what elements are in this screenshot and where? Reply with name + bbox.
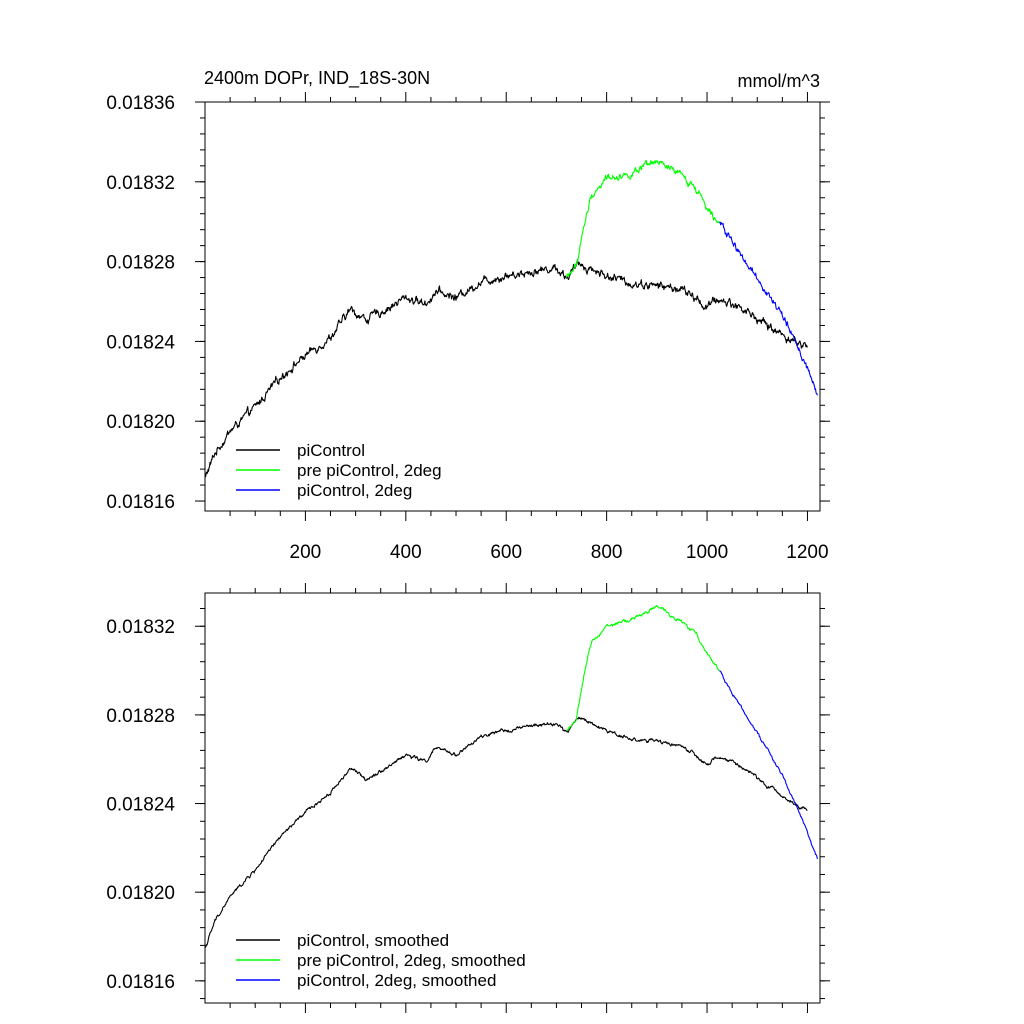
legend-label: piControl	[297, 441, 365, 460]
y-tick-label: 0.01820	[106, 412, 175, 433]
series-line	[204, 259, 808, 478]
top-panel: 200 400 600 800 1000 1200 0.01816 0.01820 0.0182…	[106, 92, 830, 563]
y-tick-label: 0.01824	[106, 332, 175, 353]
plot-frame	[204, 592, 821, 1004]
x-tick-label: 1200	[786, 542, 828, 563]
x-tick-label: 1000	[686, 542, 728, 563]
series-line	[719, 670, 819, 860]
bottom-panel: 0.01816 0.01820 0.01824 0.01828 0.01832 piCon…	[106, 583, 830, 1013]
y-tick-label: 0.01816	[106, 972, 175, 993]
series-line	[719, 221, 819, 396]
y-tick-label: 0.01832	[106, 173, 175, 194]
chart-title: 2400m DOPr, IND_18S-30N	[204, 68, 430, 89]
plot-frame	[204, 101, 821, 512]
y-tick-label: 0.01836	[106, 93, 175, 114]
legend-label: piControl, smoothed	[297, 931, 449, 950]
y-tick-label: 0.01820	[106, 883, 175, 904]
y-tick-label: 0.01832	[106, 617, 175, 638]
x-tick-label: 800	[591, 542, 623, 563]
x-tick-label: 400	[390, 542, 422, 563]
legend-label: pre piControl, 2deg	[297, 461, 442, 480]
y-tick-label: 0.01828	[106, 706, 175, 727]
legend-label: piControl, 2deg, smoothed	[297, 971, 496, 990]
legend-label: pre piControl, 2deg, smoothed	[297, 951, 526, 970]
y-tick-label: 0.01828	[106, 253, 175, 274]
series-line	[566, 605, 720, 732]
units-label: mmol/m^3	[738, 71, 820, 91]
y-tick-label: 0.01824	[106, 795, 175, 816]
series-line	[565, 159, 721, 278]
series-line	[204, 716, 808, 948]
x-tick-label: 200	[290, 542, 322, 563]
x-tick-label: 600	[490, 542, 522, 563]
legend-label: piControl, 2deg	[297, 481, 412, 500]
y-tick-label: 0.01816	[106, 492, 175, 513]
